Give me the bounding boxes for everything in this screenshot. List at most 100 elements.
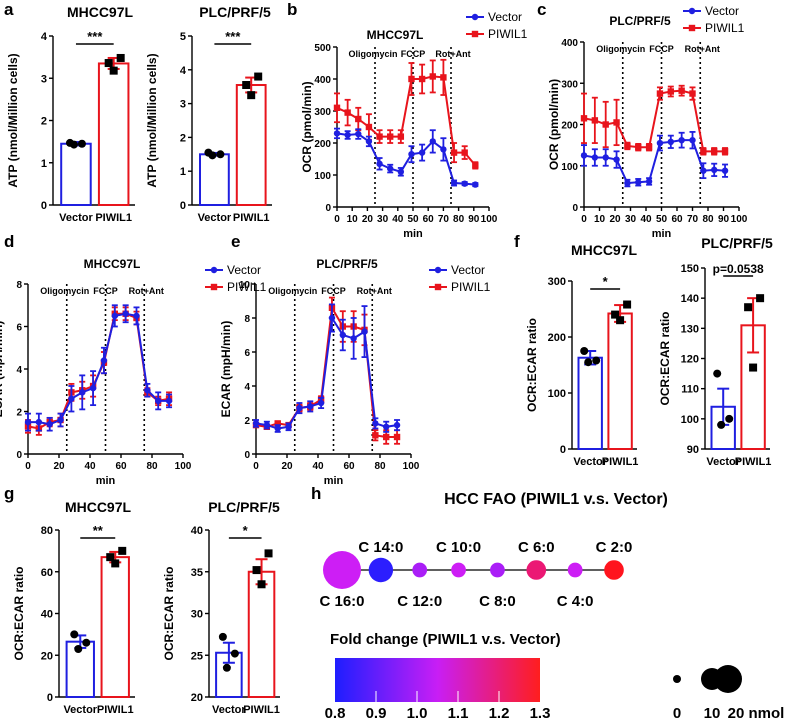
y-tick-label: 40: [191, 525, 203, 537]
annotation-rot-ant: Rot+Ant: [685, 44, 720, 54]
data-point: [208, 151, 217, 160]
annotation-fccp: FCCP: [93, 286, 118, 296]
x-tick-label: 10: [347, 214, 359, 225]
y-tick-label: 1: [41, 158, 47, 170]
vector-point: [461, 180, 468, 187]
piwil1-point: [365, 123, 373, 131]
x-tick-label: 30: [625, 214, 637, 225]
data-point: [257, 580, 266, 589]
vector-point: [68, 395, 75, 402]
size-legend-circle: [714, 665, 742, 693]
x-tick-label: 0: [334, 214, 340, 225]
chart-title: PLC/PRF/5: [316, 257, 378, 271]
piwil1-point: [613, 119, 620, 126]
y-tick-label: 130: [681, 323, 699, 335]
y-tick-label: 300: [548, 276, 566, 288]
x-tick-label: 80: [374, 461, 386, 472]
x-tick-label: 100: [481, 214, 498, 225]
legend-vector-label: Vector: [488, 10, 522, 24]
legend-piwil1-label: PIWIL1: [227, 280, 267, 294]
x-tick-label: Vector: [706, 456, 740, 468]
y-tick-label: 80: [41, 525, 53, 537]
data-point: [580, 347, 589, 355]
vector-point: [296, 404, 303, 412]
legend-vector-marker: [434, 266, 442, 274]
data-point: [247, 91, 256, 100]
legend-vector-marker: [471, 13, 479, 21]
x-tick-label: 20: [362, 214, 374, 225]
y-tick-label: 200: [561, 121, 578, 132]
x-tick-label: 60: [671, 214, 683, 225]
x-tick-label: 20: [609, 214, 621, 225]
piwil1-point: [274, 420, 281, 427]
x-tick-label: PIWIL1: [97, 704, 134, 716]
y-axis-title: ECAR (mpH/min): [0, 321, 5, 418]
data-point: [230, 649, 239, 658]
piwil1-point: [418, 75, 426, 83]
x-axis-title: min: [324, 475, 344, 487]
y-axis-title: OCR:ECAR ratio: [162, 566, 176, 660]
vector-point: [645, 178, 653, 185]
x-tick-label: Vector: [573, 456, 607, 468]
vector-point: [24, 418, 32, 426]
panel-h: HCC FAO (PIWIL1 v.s. Vector) C 16:0 C 14:0…: [319, 491, 784, 722]
vector-point: [591, 154, 599, 161]
y-tick-label: 8: [16, 280, 22, 291]
y-tick-label: 4: [180, 65, 187, 77]
vector-point: [155, 397, 162, 405]
bubble-100: [451, 562, 466, 578]
chart-title: MHCC97L: [65, 499, 132, 515]
colorbar: [335, 658, 540, 702]
data-point: [104, 59, 113, 68]
vector-point: [317, 399, 325, 407]
piwil1-point: [721, 148, 729, 155]
piwil1-point: [387, 133, 394, 140]
vector-point: [361, 328, 368, 335]
vector-point: [387, 165, 394, 172]
piwil1-point: [372, 432, 379, 439]
piwil1-point: [393, 433, 401, 441]
x-tick-label: 80: [146, 461, 158, 472]
piwil1-series-line: [27, 312, 170, 430]
x-tick-label: 100: [175, 461, 192, 472]
colorbar-tick-label: 0.9: [366, 705, 387, 722]
x-tick-label: 0: [253, 461, 259, 472]
y-tick-label: 20: [41, 650, 53, 662]
significance-label: *: [603, 274, 609, 289]
y-tick-label: 400: [561, 38, 578, 49]
y-tick-label: 6: [244, 348, 250, 359]
y-tick-label: 0: [180, 200, 186, 212]
panel-f1: MHCC97L 0 100 200 300 OCR:ECAR ratio VectorPIW…: [525, 242, 638, 468]
bubble-160: [323, 551, 361, 589]
colorbar-tick-label: 1.0: [407, 705, 428, 722]
legend-piwil1-marker: [210, 283, 218, 291]
vector-point: [440, 146, 447, 153]
x-tick-label: 100: [731, 214, 748, 225]
piwil1-point: [429, 73, 436, 80]
piwil1-point: [635, 143, 642, 151]
bubble-80: [490, 562, 505, 578]
data-point: [254, 72, 263, 81]
x-tick-label: PIWIL1: [233, 212, 270, 224]
data-point: [252, 566, 261, 575]
y-tick-label: 3: [41, 73, 47, 85]
vector-bar: [199, 153, 230, 207]
y-tick-label: 100: [681, 414, 699, 426]
annotation-fccp: FCCP: [321, 286, 346, 296]
vector-point: [100, 357, 108, 364]
piwil1-point: [376, 133, 383, 140]
vector-point: [252, 420, 260, 427]
x-tick-label: 90: [468, 214, 480, 225]
vector-point: [133, 312, 140, 320]
x-axis-title: min: [403, 228, 423, 240]
vector-point: [263, 421, 271, 429]
legend-vector-marker: [210, 266, 218, 274]
vector-bar: [577, 356, 603, 450]
piwil1-point: [667, 88, 674, 95]
x-tick-label: 40: [392, 214, 404, 225]
piwil1-point: [408, 75, 415, 83]
data-point: [69, 140, 78, 149]
vector-point: [111, 312, 119, 320]
chart-title: PLC/PRF/5: [609, 14, 671, 28]
